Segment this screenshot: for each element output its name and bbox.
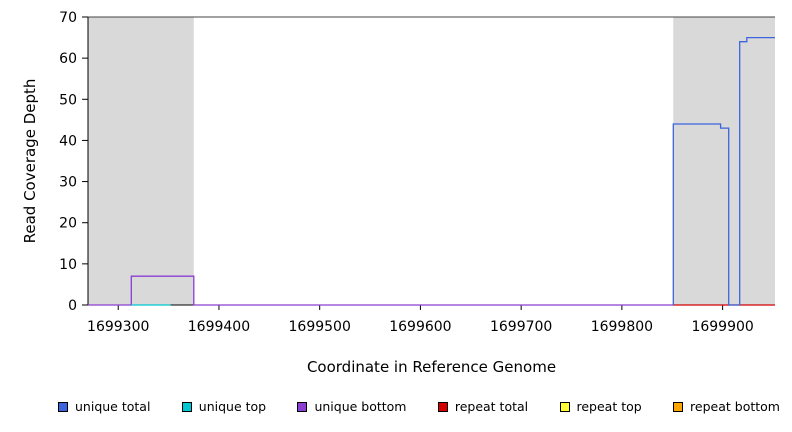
legend-label: repeat total (454, 399, 529, 414)
legend-swatch-unique-total (58, 401, 68, 412)
x-tick-label: 1699500 (289, 319, 351, 335)
shaded-region-right (673, 17, 775, 305)
y-tick-label: 20 (59, 216, 77, 232)
legend-swatch-unique-top (181, 401, 192, 412)
legend-label: repeat bottom (690, 399, 780, 414)
y-tick-label: 10 (59, 257, 77, 273)
x-tick-label: 1699700 (490, 319, 552, 335)
shaded-region-left (88, 17, 194, 305)
y-tick-label: 0 (68, 298, 77, 314)
x-tick-label: 1699800 (591, 319, 653, 335)
legend-item: repeat bottom (673, 399, 780, 414)
coverage-chart: 0 10 20 30 40 50 60 70 1699300 1699400 1699500 1699… (59, 10, 775, 335)
legend-label: unique total (75, 399, 151, 414)
series-unique-bottom (88, 275, 674, 306)
legend-swatch-repeat-total (437, 401, 448, 412)
y-tick-label: 30 (59, 175, 77, 191)
x-tick-label: 1699300 (87, 319, 149, 335)
legend-label: unique top (198, 399, 267, 414)
y-tick-label: 50 (59, 92, 77, 108)
x-tick-label: 1699600 (389, 319, 451, 335)
x-axis-title: Coordinate in Reference Genome (306, 358, 557, 376)
series-unique-total (672, 36, 775, 306)
y-tick-label: 60 (59, 51, 77, 67)
legend-item: unique top (181, 399, 267, 414)
legend-swatch-unique-bottom (297, 401, 308, 412)
y-tick-label: 40 (59, 133, 77, 149)
y-tick-label: 70 (59, 10, 77, 26)
legend-item: unique total (58, 399, 150, 414)
chart-legend: unique total unique top unique bottom re… (0, 399, 792, 414)
legend-swatch-repeat-bottom (673, 401, 684, 412)
x-tick-label: 1699400 (188, 319, 250, 335)
y-axis-title: Read Coverage Depth (21, 78, 39, 244)
legend-item: repeat top (559, 399, 642, 414)
x-tick-label: 1699900 (691, 319, 753, 335)
legend-item: repeat total (437, 399, 529, 414)
legend-label: repeat top (576, 399, 642, 414)
legend-label: unique bottom (314, 399, 407, 414)
legend-swatch-repeat-top (559, 401, 570, 412)
legend-item: unique bottom (297, 399, 407, 414)
